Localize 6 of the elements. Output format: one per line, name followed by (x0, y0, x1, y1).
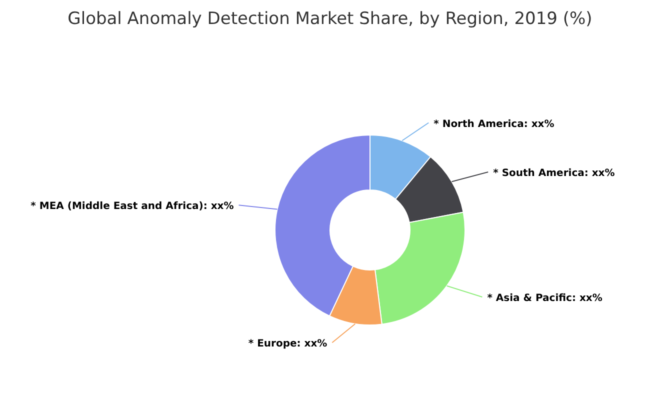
chart-title: Global Anomaly Detection Market Share, by Region, 2019 (%) (68, 9, 592, 29)
slice-label: * Europe: xx% (248, 338, 328, 350)
slice-label: * MEA (Middle East and Africa): xx% (30, 201, 234, 212)
slice-label: * South America: xx% (493, 168, 615, 179)
slice-label: * Asia & Pacific: xx% (487, 293, 602, 304)
slice-label: * North America: xx% (434, 118, 554, 130)
